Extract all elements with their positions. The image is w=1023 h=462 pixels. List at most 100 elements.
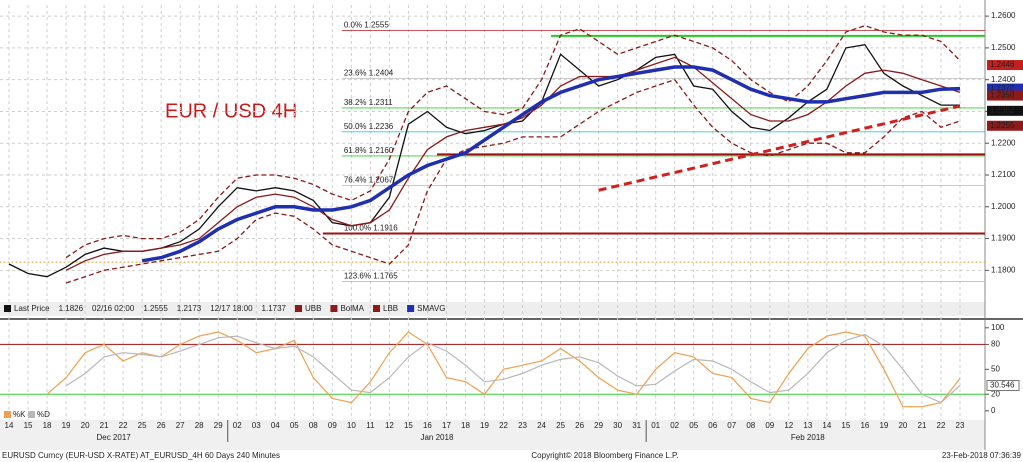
chart-title: EUR / USD 4H bbox=[165, 100, 297, 122]
footer-left: EURUSD Curncy (EUR-USD X-RATE) AT_EURUSD… bbox=[2, 451, 280, 460]
y2-tick-label: 100 bbox=[991, 323, 1005, 332]
y-tick-label: 1.2100 bbox=[991, 170, 1016, 179]
legend-label: %K bbox=[13, 410, 26, 419]
x-tick-label: 20 bbox=[898, 421, 907, 430]
x-tick-label: 12 bbox=[385, 421, 394, 430]
x-tick-label: 27 bbox=[176, 421, 185, 430]
footer-center: Copyright© 2018 Bloomberg Finance L.P. bbox=[531, 451, 678, 460]
y-tick-label: 1.2200 bbox=[991, 138, 1016, 147]
legend-label: 1.1737 bbox=[262, 304, 287, 313]
x-tick-label: 22 bbox=[937, 421, 946, 430]
x-tick-label: 19 bbox=[62, 421, 71, 430]
x-tick-label: 30 bbox=[613, 421, 622, 430]
y2-tick-label: 20 bbox=[991, 389, 1000, 398]
x-tick-label: 04 bbox=[271, 421, 280, 430]
fib-label: 100.0% 1.1916 bbox=[344, 224, 398, 233]
x-tick-label: 26 bbox=[575, 421, 584, 430]
x-tick-label: 23 bbox=[956, 421, 965, 430]
legend-label: BolMA bbox=[340, 304, 364, 313]
x-tick-label: 29 bbox=[214, 421, 223, 430]
x-tick-label: 19 bbox=[879, 421, 888, 430]
price-tag-label: 1.2372 bbox=[990, 84, 1015, 93]
x-tick-label: 08 bbox=[309, 421, 318, 430]
x-tick-label: 12 bbox=[784, 421, 793, 430]
legend-label: 1.2555 bbox=[143, 304, 168, 313]
x-group-label: Jan 2018 bbox=[420, 433, 453, 442]
x-tick-label: 07 bbox=[727, 421, 736, 430]
trendline bbox=[598, 104, 961, 192]
x-tick-label: 09 bbox=[765, 421, 774, 430]
x-tick-label: 31 bbox=[632, 421, 641, 430]
price-tag-label: 1.2302 bbox=[990, 106, 1015, 115]
series-line bbox=[65, 333, 961, 404]
legend-label: 1.1826 bbox=[59, 304, 84, 313]
y-tick-label: 1.2500 bbox=[991, 43, 1016, 52]
x-tick-label: 15 bbox=[24, 421, 33, 430]
x-tick-label: 24 bbox=[537, 421, 546, 430]
x-tick-label: 09 bbox=[328, 421, 337, 430]
x-tick-label: 25 bbox=[138, 421, 147, 430]
fib-label: 76.4% 1.2067 bbox=[344, 176, 394, 185]
legend-label: 12/17 18:00 bbox=[210, 304, 253, 313]
x-tick-label: 18 bbox=[461, 421, 470, 430]
x-tick-label: 15 bbox=[404, 421, 413, 430]
fib-label: 23.6% 1.2404 bbox=[344, 69, 394, 78]
legend-swatch bbox=[4, 305, 11, 312]
legend-swatch bbox=[294, 305, 302, 312]
price-tag bbox=[987, 90, 1023, 101]
fib-label: 0.0% 1.2555 bbox=[344, 21, 389, 30]
x-tick-label: 16 bbox=[423, 421, 432, 430]
series-line bbox=[8, 43, 960, 278]
y-tick-label: 1.2400 bbox=[991, 75, 1016, 84]
series-line bbox=[46, 331, 961, 408]
legend-swatch bbox=[373, 305, 380, 312]
series-line bbox=[141, 65, 961, 263]
x-tick-label: 20 bbox=[81, 421, 90, 430]
x-tick-label: 18 bbox=[43, 421, 52, 430]
x-tick-label: 23 bbox=[518, 421, 527, 430]
x-tick-label: 21 bbox=[100, 421, 109, 430]
x-tick-label: 26 bbox=[157, 421, 166, 430]
y2-tick-label: 0 bbox=[991, 406, 996, 415]
x-tick-label: 29 bbox=[594, 421, 603, 430]
footer-right: 23-Feb-2018 07:36:39 bbox=[942, 451, 1022, 460]
x-tick-label: 14 bbox=[822, 421, 831, 430]
fib-label: 50.0% 1.2236 bbox=[344, 122, 394, 131]
x-tick-label: 19 bbox=[480, 421, 489, 430]
x-tick-label: 08 bbox=[746, 421, 755, 430]
fib-label: 123.6% 1.1765 bbox=[344, 272, 398, 281]
price-tag bbox=[987, 60, 1023, 71]
y-tick-label: 1.2600 bbox=[991, 11, 1016, 20]
x-tick-label: 05 bbox=[290, 421, 299, 430]
y-tick-label: 1.2000 bbox=[991, 202, 1016, 211]
x-tick-label: 22 bbox=[499, 421, 508, 430]
x-group-label: Dec 2017 bbox=[96, 433, 131, 442]
price-tag bbox=[987, 83, 1023, 94]
value-tag bbox=[986, 379, 1020, 391]
legend-label: SMAVG bbox=[417, 304, 445, 313]
x-tick-label: 22 bbox=[119, 421, 128, 430]
price-tag-label: 1.2446 bbox=[990, 60, 1015, 69]
x-tick-label: 14 bbox=[5, 421, 14, 430]
legend-label: 1.2173 bbox=[177, 304, 202, 313]
fib-label: 38.2% 1.2311 bbox=[344, 98, 393, 107]
x-tick-label: 06 bbox=[708, 421, 717, 430]
y-tick-label: 1.1900 bbox=[991, 234, 1016, 243]
x-tick-label: 13 bbox=[803, 421, 812, 430]
x-tick-label: 15 bbox=[841, 421, 850, 430]
x-tick-label: 02 bbox=[670, 421, 679, 430]
price-tag-label: 1.2350 bbox=[990, 91, 1015, 100]
legend-label: Last Price bbox=[14, 304, 50, 313]
x-tick-label: 01 bbox=[651, 421, 660, 430]
x-tick-label: 28 bbox=[195, 421, 204, 430]
x-tick-label: 05 bbox=[689, 421, 698, 430]
legend-label: 02/16 02:00 bbox=[92, 304, 135, 313]
y2-tick-label: 80 bbox=[991, 340, 1000, 349]
x-group-label: Feb 2018 bbox=[791, 433, 825, 442]
x-axis-band bbox=[0, 420, 985, 450]
x-tick-label: 03 bbox=[252, 421, 261, 430]
series-line bbox=[65, 78, 961, 284]
y2-tick-label: 50 bbox=[991, 364, 1000, 373]
legend-label: UBB bbox=[305, 304, 321, 313]
